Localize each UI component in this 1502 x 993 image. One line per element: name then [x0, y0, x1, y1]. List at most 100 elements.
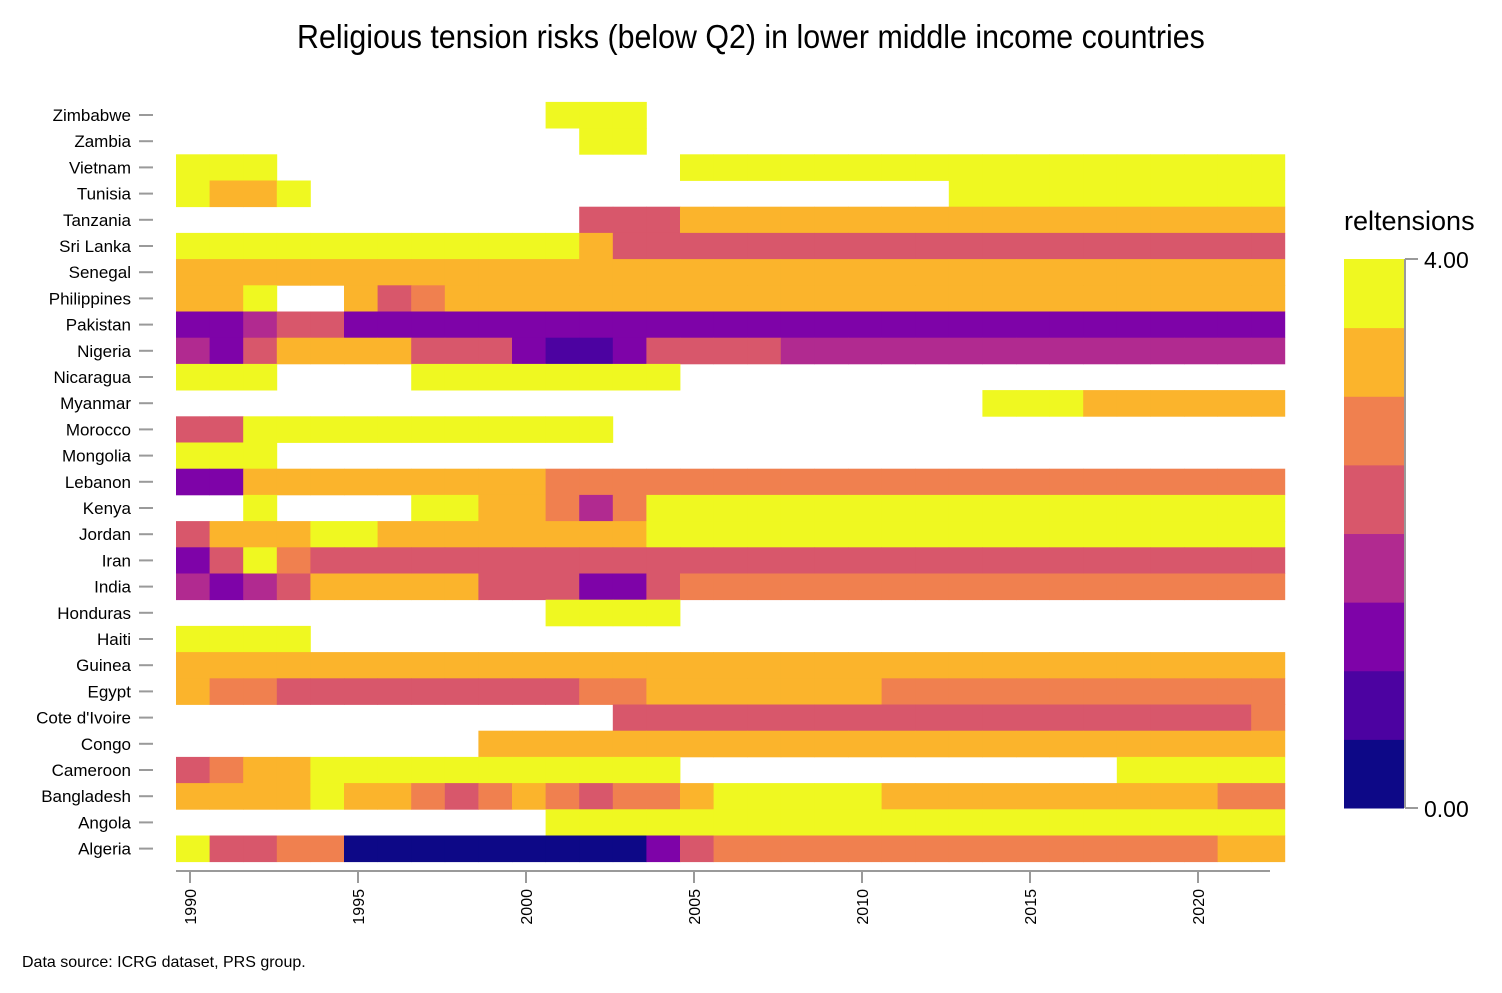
- heatmap-cell: [1016, 311, 1050, 339]
- heatmap-cell: [713, 547, 748, 574]
- heatmap-cell: [982, 154, 1017, 181]
- heatmap-cell: [881, 259, 916, 286]
- heatmap-cell: [1251, 704, 1286, 732]
- heatmap-cell: [1251, 206, 1286, 234]
- heatmap-cell: [814, 678, 849, 705]
- heatmap-cell: [881, 521, 916, 548]
- x-tick-label: 1995: [351, 889, 368, 925]
- legend-color-band: [1344, 602, 1404, 672]
- heatmap-cell: [1116, 232, 1151, 260]
- heatmap-cell: [478, 783, 513, 810]
- heatmap-cell: [1184, 573, 1218, 601]
- heatmap-cell: [780, 232, 815, 260]
- heatmap-cell: [276, 468, 311, 496]
- heatmap-cell: [982, 180, 1017, 208]
- heatmap-cell: [444, 835, 479, 863]
- heatmap-cell: [176, 442, 210, 470]
- heatmap-cell: [1049, 547, 1084, 574]
- heatmap-cell: [1184, 835, 1218, 863]
- heatmap-cell: [915, 730, 950, 758]
- heatmap-cell: [545, 547, 580, 574]
- x-tick-label: 2010: [855, 889, 872, 925]
- heatmap-cell: [1049, 573, 1084, 601]
- heatmap-cell: [1083, 573, 1118, 601]
- heatmap-cell: [1049, 232, 1084, 260]
- heatmap-cell: [1150, 311, 1185, 339]
- heatmap-cell: [1049, 311, 1084, 339]
- heatmap-cell: [1217, 390, 1252, 417]
- heatmap-cell: [780, 652, 815, 679]
- heatmap-cell: [680, 494, 714, 522]
- heatmap-cell: [1016, 547, 1050, 574]
- heatmap-cell: [276, 625, 311, 653]
- heatmap-cell: [209, 652, 244, 679]
- heatmap-cell: [612, 494, 647, 522]
- heatmap-cell: [344, 835, 378, 863]
- heatmap-cell: [512, 468, 546, 496]
- heatmap-cell: [747, 154, 782, 181]
- heatmap-cell: [512, 756, 546, 784]
- heatmap-cell: [848, 835, 882, 863]
- heatmap-cell: [747, 206, 782, 234]
- heatmap-cell: [176, 232, 210, 260]
- heatmap-cell: [1150, 390, 1185, 417]
- heatmap-cell: [276, 416, 311, 443]
- heatmap-cell: [948, 311, 983, 339]
- heatmap-cell: [780, 337, 815, 365]
- heatmap-cell: [1049, 678, 1084, 705]
- chart-title: Religious tension risks (below Q2) in lo…: [297, 18, 1205, 55]
- heatmap-cell: [848, 547, 882, 574]
- heatmap-cell: [1016, 232, 1050, 260]
- heatmap-cell: [512, 783, 546, 810]
- heatmap-cell: [209, 311, 244, 339]
- heatmap-cell: [1150, 468, 1185, 496]
- heatmap-cell: [545, 652, 580, 679]
- heatmap-cell: [1184, 783, 1218, 810]
- heatmap-cell: [1251, 232, 1286, 260]
- heatmap-cell: [1251, 337, 1286, 365]
- heatmap-cell: [1016, 468, 1050, 496]
- heatmap-cell: [881, 783, 916, 810]
- heatmap-cell: [545, 101, 580, 129]
- heatmap-cell: [209, 783, 244, 810]
- heatmap-cell: [344, 311, 378, 339]
- heatmap-cell: [915, 232, 950, 260]
- heatmap-cell: [747, 311, 782, 339]
- heatmap-cell: [276, 337, 311, 365]
- heatmap-cell: [344, 521, 378, 548]
- heatmap-cell: [1049, 835, 1084, 863]
- heatmap-cell: [310, 416, 345, 443]
- heatmap-cell: [1116, 390, 1151, 417]
- heatmap-cell: [243, 678, 278, 705]
- heatmap-cell: [209, 625, 244, 653]
- heatmap-cell: [176, 835, 210, 863]
- heatmap-cell: [411, 311, 446, 339]
- heatmap-cell: [512, 337, 546, 365]
- heatmap-cell: [176, 783, 210, 810]
- heatmap-cell: [680, 809, 714, 836]
- heatmap-cell: [545, 285, 580, 312]
- heatmap-cell: [1116, 730, 1151, 758]
- heatmap-cell: [310, 573, 345, 601]
- heatmap-cell: [1184, 704, 1218, 732]
- heatmap-cell: [444, 756, 479, 784]
- heatmap-cell: [176, 678, 210, 705]
- heatmap-cell: [310, 521, 345, 548]
- heatmap-cell: [276, 521, 311, 548]
- heatmap-cell: [948, 521, 983, 548]
- heatmap-cell: [276, 232, 311, 260]
- heatmap-cells: [176, 101, 1286, 863]
- heatmap-cell: [814, 547, 849, 574]
- heatmap-cell: [680, 704, 714, 732]
- heatmap-cell: [579, 730, 614, 758]
- heatmap-cell: [377, 468, 412, 496]
- heatmap-cell: [915, 206, 950, 234]
- heatmap-cell: [1184, 259, 1218, 286]
- heatmap-cell: [780, 311, 815, 339]
- heatmap-cell: [915, 154, 950, 181]
- heatmap-cell: [646, 259, 681, 286]
- heatmap-cell: [1150, 678, 1185, 705]
- heatmap-cell: [747, 337, 782, 365]
- heatmap-cell: [1150, 652, 1185, 679]
- heatmap-cell: [646, 547, 681, 574]
